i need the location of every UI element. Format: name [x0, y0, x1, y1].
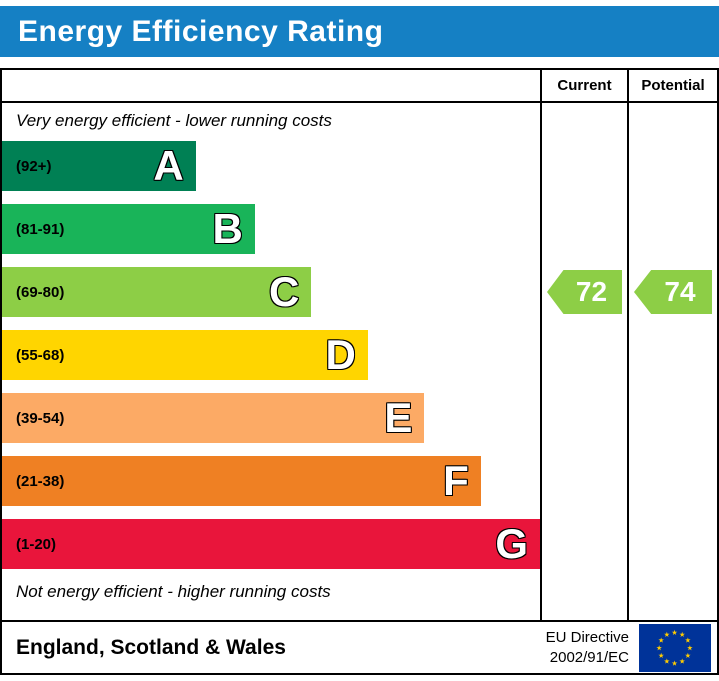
eu-directive-line1: EU Directive [545, 629, 629, 646]
eu-directive-line2: 2002/91/EC [549, 648, 629, 666]
potential-rating-arrow: 74 [634, 270, 712, 314]
band-a-letter: A [153, 142, 184, 189]
band-c: (69-80) C [2, 267, 312, 317]
band-b-letter: B [212, 205, 243, 252]
current-rating-arrow: 72 [547, 270, 622, 314]
band-c-letter: C [269, 268, 300, 315]
potential-column-header: Potential [627, 70, 717, 103]
band-a: (92+) A [2, 141, 196, 191]
chart-footer: England, Scotland & Wales EU Directive 2… [2, 620, 717, 673]
band-e: (39-54) E [2, 393, 425, 443]
potential-column: 74 [627, 103, 717, 620]
band-d-range: (55-68) [16, 346, 65, 364]
bands-header-spacer [2, 70, 540, 103]
current-rating-value: 72 [575, 276, 608, 307]
band-f: (21-38) F [2, 456, 481, 506]
band-c-range: (69-80) [16, 283, 65, 301]
top-note: Very energy efficient - lower running co… [16, 111, 332, 130]
eu-flag-icon [639, 623, 711, 672]
band-f-range: (21-38) [16, 472, 65, 490]
chart-title-bar: Energy Efficiency Rating [0, 6, 719, 57]
region-label: England, Scotland & Wales [16, 635, 286, 659]
band-d-letter: D [325, 331, 356, 378]
potential-rating-value: 74 [664, 276, 696, 307]
band-b-range: (81-91) [16, 220, 65, 238]
band-b: (81-91) B [2, 204, 255, 254]
band-e-range: (39-54) [16, 409, 65, 427]
band-g: (1-20) G [2, 519, 540, 569]
chart-box: Current Potential Very energy efficient … [0, 68, 719, 675]
bands-column: Very energy efficient - lower running co… [2, 103, 540, 620]
current-column-header: Current [540, 70, 627, 103]
energy-efficiency-rating-page: Energy Efficiency Rating Current Potenti… [0, 6, 719, 675]
band-d: (55-68) D [2, 330, 368, 380]
band-g-range: (1-20) [16, 535, 57, 553]
bottom-note: Not energy efficient - higher running co… [16, 582, 331, 601]
band-f-letter: F [443, 457, 469, 504]
eu-directive-label: EU Directive 2002/91/EC [546, 628, 629, 667]
band-a-range: (92+) [16, 157, 52, 175]
page-title: Energy Efficiency Rating [18, 14, 384, 48]
band-g-letter: G [495, 520, 528, 567]
chart-grid: Current Potential Very energy efficient … [2, 70, 717, 620]
band-e-letter: E [384, 394, 413, 441]
current-column: 72 [540, 103, 627, 620]
